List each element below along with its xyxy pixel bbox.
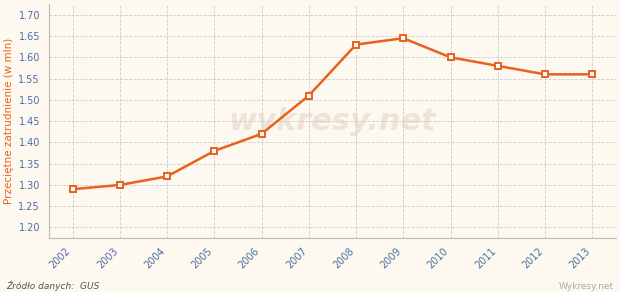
Text: wykresy.net: wykresy.net [229,107,436,136]
Text: Wykresy.net: Wykresy.net [559,281,614,291]
Text: Źródło danych:  GUS: Źródło danych: GUS [6,280,100,291]
Y-axis label: Przeciętne zatrudnienie (w mln): Przeciętne zatrudnienie (w mln) [4,38,14,204]
